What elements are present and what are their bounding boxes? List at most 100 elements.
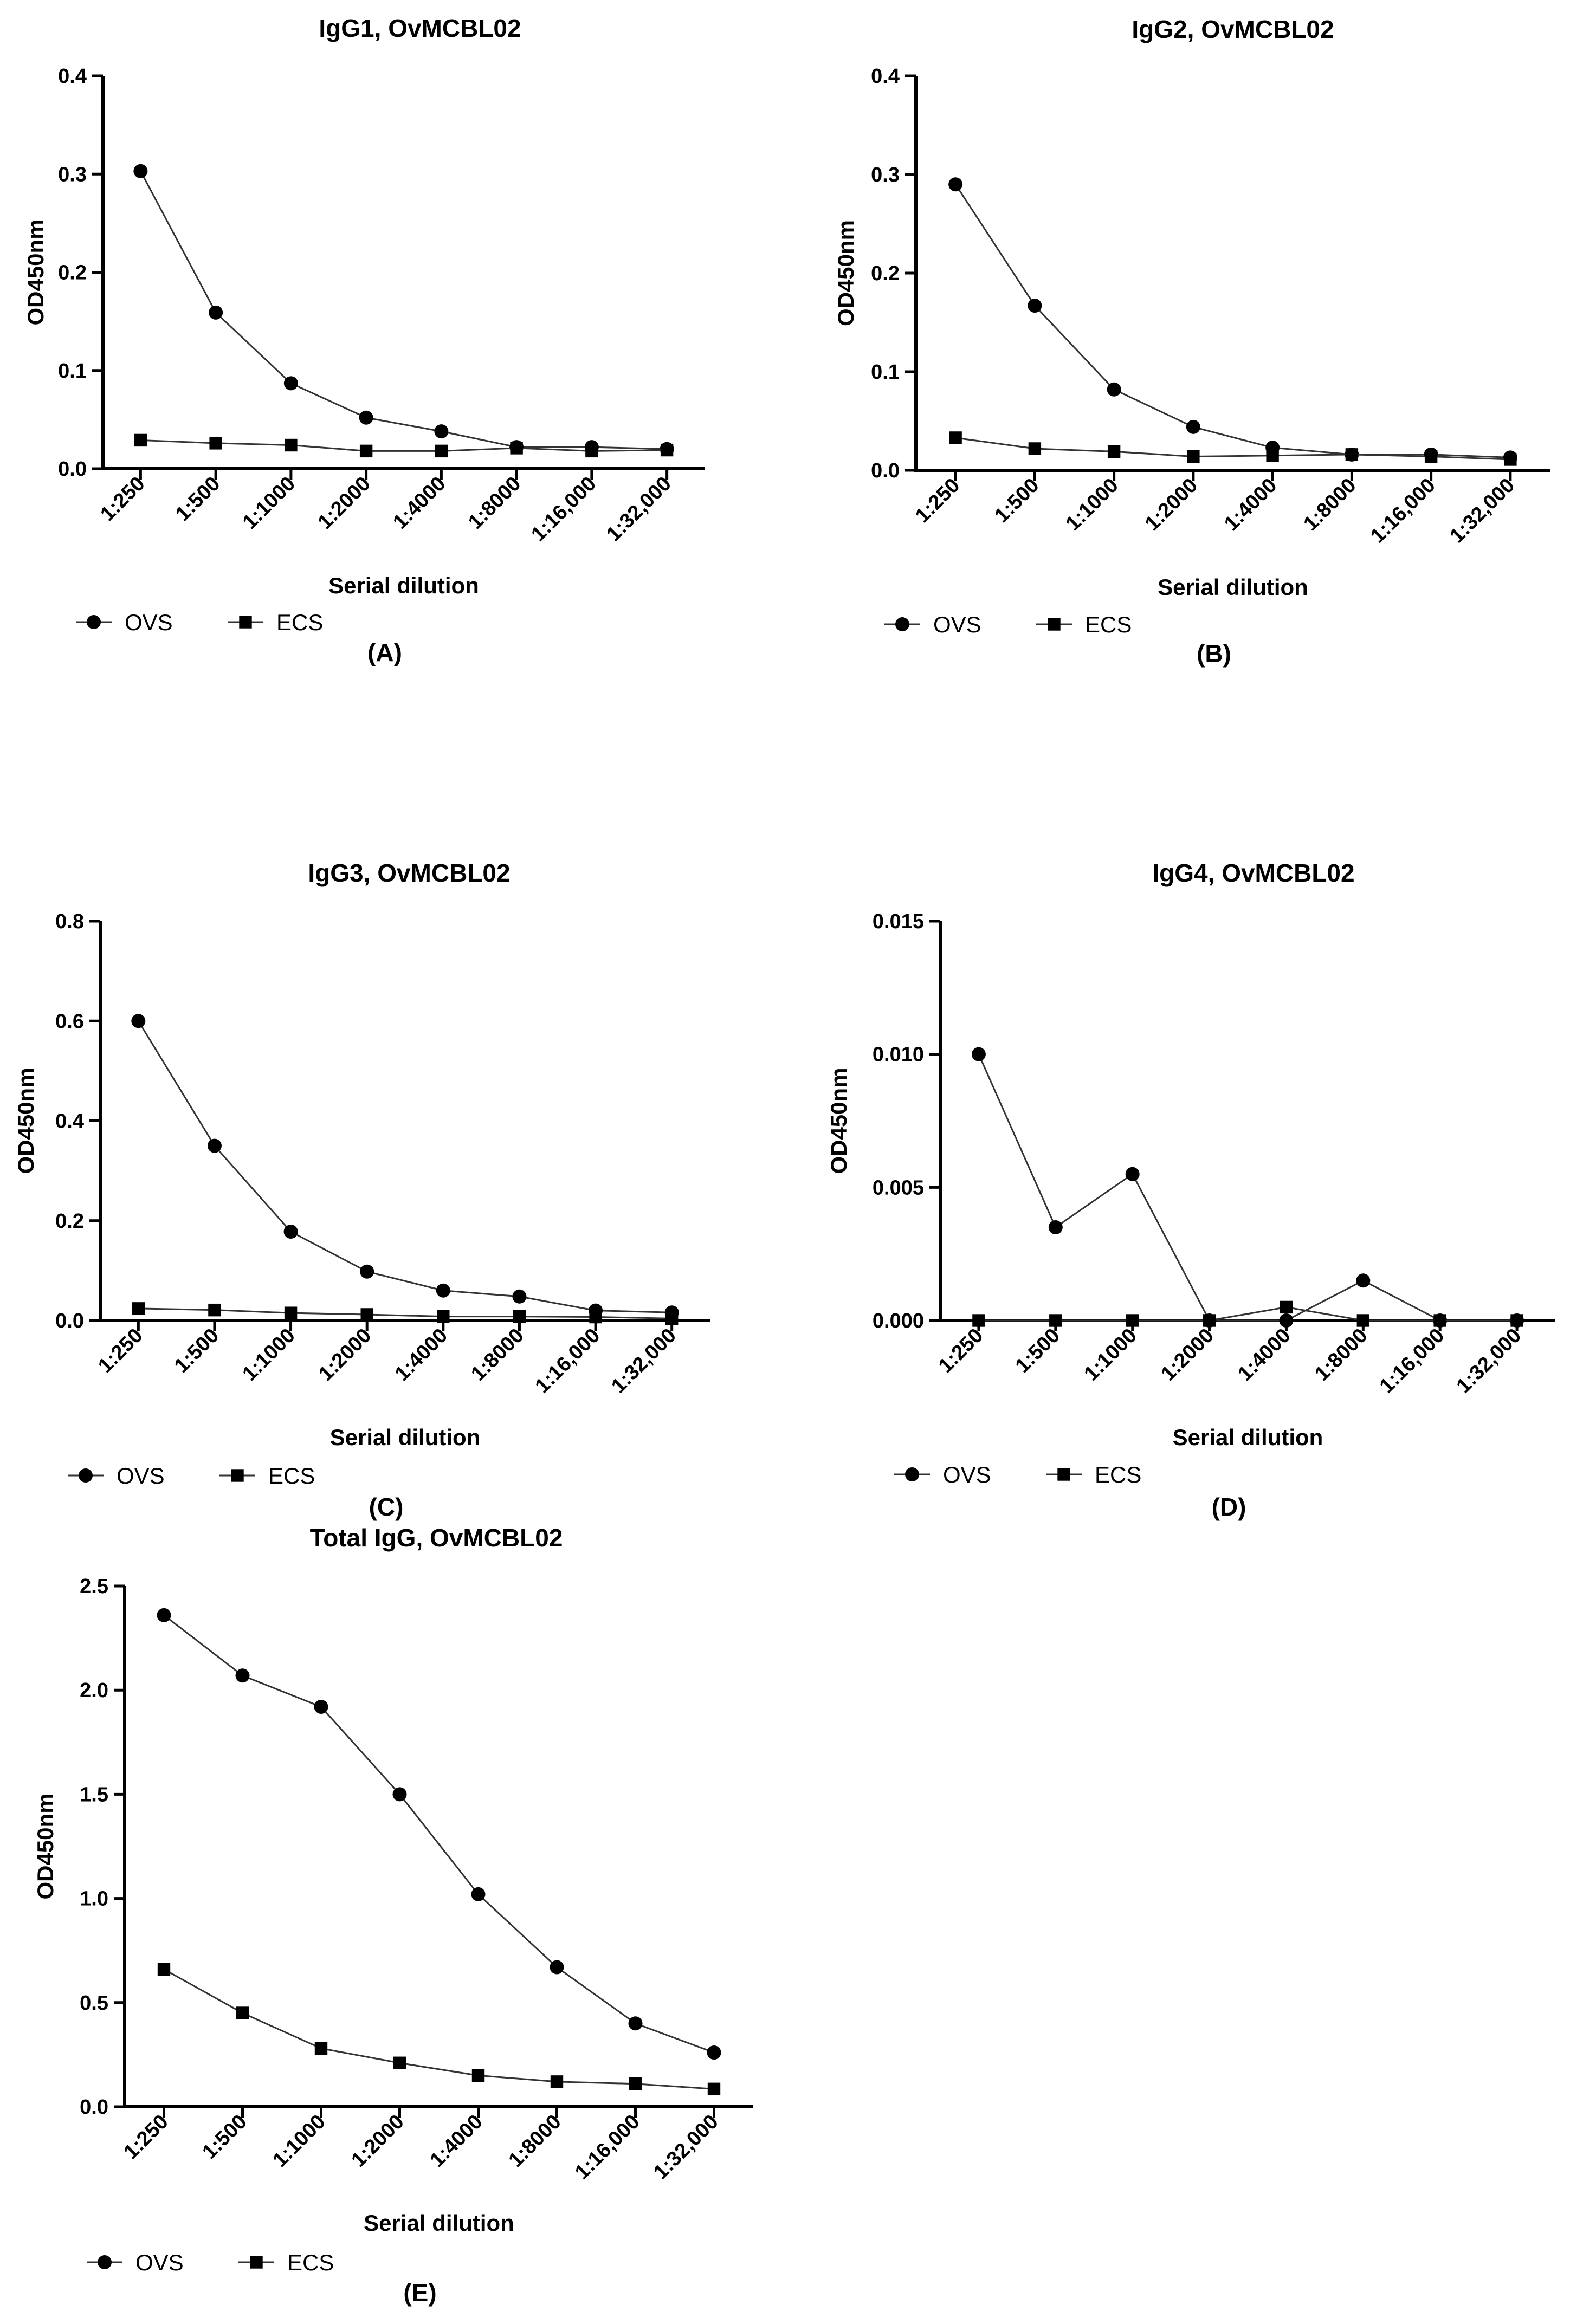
x-axis-label: Serial dilution (1158, 574, 1308, 600)
data-point-ecs (132, 1302, 145, 1315)
data-point-ecs (1028, 442, 1042, 455)
data-point-ecs (471, 2069, 485, 2082)
y-tick-label: 0.5 (80, 1992, 108, 2015)
panel-label: (B) (1197, 639, 1231, 668)
data-point-ovs (1107, 382, 1121, 397)
legend-item-ovs: OVS (68, 1463, 165, 1488)
legend-marker-ovs (87, 615, 101, 629)
y-tick-label: 0.3 (58, 163, 87, 186)
x-axis-label: Serial dilution (330, 1425, 481, 1450)
x-tick-label: 1:250 (934, 1324, 987, 1377)
y-tick-label: 0.0 (55, 1310, 84, 1332)
data-point-ovs (550, 1960, 564, 1975)
x-tick-label: 1:4000 (389, 472, 450, 534)
legend-label: OVS (933, 612, 981, 637)
data-point-ecs (550, 2075, 564, 2088)
x-tick-label: 1:4000 (425, 2111, 487, 2172)
data-point-ecs (393, 2056, 406, 2069)
data-point-ovs (971, 1047, 986, 1061)
legend-label: OVS (117, 1463, 165, 1488)
panel-label: (D) (1212, 1493, 1246, 1521)
x-tick-label: 1:8000 (1310, 1324, 1372, 1386)
x-tick-label: 1:16,000 (531, 1324, 605, 1398)
data-point-ovs (392, 1787, 407, 1802)
legend-item-ecs: ECS (1036, 612, 1132, 637)
data-point-ecs (437, 1310, 450, 1323)
data-point-ecs (285, 438, 298, 452)
x-tick-label: 1:8000 (1299, 474, 1360, 535)
data-point-ecs (660, 443, 674, 457)
chart-title: Total IgG, OvMCBL02 (310, 1524, 563, 1552)
y-tick-label: 0.010 (873, 1044, 924, 1066)
y-axis-label: OD450nm (23, 219, 48, 325)
chart-title: IgG4, OvMCBL02 (1152, 859, 1354, 887)
legend-marker-ovs (895, 617, 909, 631)
legend-item-ovs: OVS (884, 612, 981, 637)
data-point-ovs (1125, 1167, 1140, 1181)
legend-marker-ecs (1048, 618, 1061, 631)
data-point-ecs (665, 1312, 679, 1325)
legend-label: ECS (1085, 612, 1132, 637)
data-point-ecs (157, 1963, 171, 1976)
data-point-ovs (207, 1138, 222, 1153)
data-point-ecs (949, 431, 962, 444)
series-line-ecs (978, 1306, 1517, 1322)
x-tick-label: 1:500 (1011, 1324, 1064, 1377)
panel-label: (E) (403, 2278, 436, 2307)
x-tick-label: 1:500 (198, 2111, 251, 2164)
data-point-ecs (1424, 450, 1438, 463)
data-point-ecs (589, 1310, 602, 1324)
legend-item-ecs: ECS (219, 1463, 315, 1488)
data-point-ovs (209, 305, 223, 320)
data-point-ovs (283, 1225, 298, 1239)
y-tick-label: 0.3 (871, 164, 900, 186)
data-point-ovs (512, 1289, 527, 1304)
chart-title: IgG3, OvMCBL02 (308, 859, 510, 887)
y-tick-label: 2.0 (80, 1679, 108, 1702)
data-point-ovs (436, 1283, 450, 1298)
data-point-ecs (1280, 1300, 1293, 1314)
data-point-ecs (510, 442, 523, 455)
x-tick-label: 1:1000 (1080, 1324, 1141, 1386)
series-line-ovs (140, 171, 667, 450)
x-tick-label: 1:1000 (238, 472, 300, 534)
data-point-ovs (1028, 299, 1042, 313)
x-tick-label: 1:250 (94, 1324, 147, 1377)
panel-label: (C) (369, 1493, 404, 1521)
legend-item-ovs: OVS (894, 1462, 991, 1487)
y-tick-label: 0.2 (871, 262, 900, 285)
data-point-ecs (629, 2077, 642, 2090)
x-tick-label: 1:2000 (1141, 474, 1202, 535)
data-point-ecs (435, 444, 448, 458)
x-tick-label: 1:4000 (391, 1324, 452, 1386)
data-point-ovs (359, 410, 373, 425)
x-tick-label: 1:16,000 (527, 472, 600, 546)
legend-item-ovs: OVS (76, 610, 173, 635)
data-point-ecs (359, 444, 373, 458)
x-tick-label: 1:16,000 (1366, 474, 1440, 548)
legend-marker-ovs (79, 1468, 93, 1483)
data-point-ecs (513, 1310, 526, 1323)
x-tick-label: 1:2000 (347, 2111, 408, 2172)
chart-title: IgG2, OvMCBL02 (1132, 15, 1334, 43)
y-tick-label: 0.1 (58, 360, 87, 383)
legend-label: ECS (287, 2250, 334, 2275)
data-point-ecs (1266, 449, 1279, 462)
y-axis-label: OD450nm (13, 1067, 38, 1174)
data-point-ecs (1345, 448, 1359, 461)
data-point-ovs (628, 2016, 643, 2031)
x-tick-label: 1:8000 (467, 1324, 528, 1386)
data-point-ecs (707, 2082, 721, 2096)
data-point-ecs (314, 2042, 328, 2055)
x-tick-label: 1:4000 (1220, 474, 1281, 535)
data-point-ecs (360, 1308, 373, 1321)
y-tick-label: 1.5 (80, 1783, 108, 1806)
legend-item-ecs: ECS (238, 2250, 334, 2275)
x-axis-label: Serial dilution (1173, 1425, 1323, 1450)
legend-marker-ecs (250, 2256, 263, 2269)
data-point-ecs (134, 433, 147, 447)
y-tick-label: 0.0 (871, 459, 900, 482)
chart-panel-b: IgG2, OvMCBL02 0.0 0.1 0.2 0.3 0.4 1:250 1:500 1… (833, 15, 1550, 668)
chart-panel-a: IgG1, OvMCBL02 0.0 0.1 0.2 0.3 0.4 1:250 1:500 1… (23, 14, 705, 666)
x-tick-label: 1:16,000 (571, 2111, 644, 2184)
